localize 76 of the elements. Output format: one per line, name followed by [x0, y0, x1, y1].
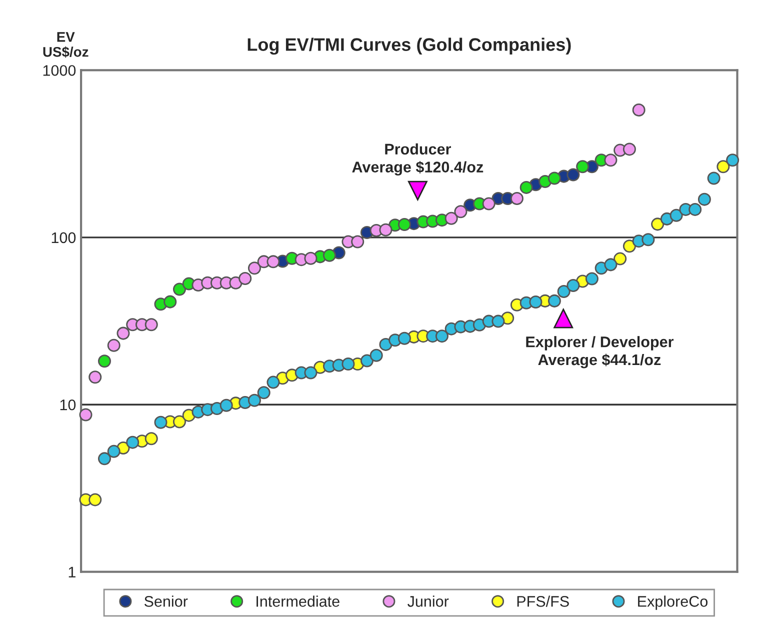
- point: [622, 240, 636, 253]
- point: [529, 295, 542, 308]
- annotation: Producer Average $120.4/oz: [352, 143, 484, 176]
- point: [566, 278, 580, 292]
- point: [698, 192, 711, 206]
- point: [398, 218, 411, 231]
- point: [716, 160, 730, 174]
- point: [482, 197, 496, 210]
- point: [651, 218, 664, 231]
- point: [266, 255, 280, 268]
- point: [144, 318, 158, 332]
- point: [548, 294, 561, 308]
- point: [642, 233, 655, 246]
- point: [238, 272, 252, 285]
- point: [557, 284, 570, 298]
- point: [257, 386, 270, 400]
- point: [172, 282, 186, 296]
- point: [360, 354, 374, 368]
- point: [622, 142, 636, 156]
- chart-title: Log EV/TMI Curves (Gold Companies): [248, 38, 571, 55]
- legend-label: ExploreCo: [638, 596, 708, 610]
- point: [492, 314, 505, 328]
- point: [88, 370, 102, 384]
- point: [670, 208, 683, 222]
- point: [304, 252, 318, 265]
- y-tick-label: 10: [60, 399, 76, 410]
- point: [351, 235, 364, 248]
- point: [398, 332, 411, 345]
- point: [88, 493, 102, 506]
- point: [510, 192, 524, 205]
- point: [604, 154, 618, 167]
- point: [304, 366, 318, 380]
- point: [614, 252, 627, 266]
- point: [520, 180, 533, 194]
- point: [379, 338, 392, 351]
- point: [370, 348, 383, 362]
- point: [548, 172, 561, 185]
- point: [342, 357, 355, 370]
- point: [566, 168, 580, 182]
- legend-label: Intermediate: [256, 596, 340, 607]
- legend-label: Senior: [144, 596, 188, 607]
- legend-label: PFS/FS: [517, 596, 569, 607]
- y-tick-label: 1: [68, 566, 76, 578]
- point: [98, 452, 111, 466]
- point: [248, 394, 261, 407]
- point: [707, 172, 720, 185]
- annotation: Explorer / Developer Average $44.1/oz: [526, 336, 674, 368]
- y-axis-title: EV US$/oz: [43, 32, 88, 58]
- point: [248, 262, 261, 275]
- point: [379, 223, 392, 236]
- point: [632, 104, 646, 117]
- point: [144, 432, 158, 446]
- point: [266, 376, 280, 389]
- point: [107, 444, 120, 458]
- point: [322, 248, 336, 262]
- point: [220, 398, 233, 412]
- point: [726, 154, 740, 167]
- point: [576, 160, 590, 174]
- point: [98, 354, 111, 368]
- y-tick-label: 1000: [43, 65, 76, 76]
- point: [229, 276, 242, 290]
- point: [604, 258, 618, 272]
- point: [454, 205, 468, 218]
- point: [107, 338, 120, 352]
- point: [126, 436, 140, 449]
- point: [435, 330, 448, 343]
- point: [154, 416, 168, 429]
- point: [116, 326, 130, 340]
- y-tick-label: 100: [52, 232, 76, 244]
- point: [585, 272, 598, 286]
- legend-label: Junior: [408, 596, 449, 607]
- point: [164, 295, 177, 308]
- point: [444, 212, 458, 225]
- point: [688, 202, 702, 216]
- point: [172, 415, 186, 428]
- point: [79, 408, 92, 422]
